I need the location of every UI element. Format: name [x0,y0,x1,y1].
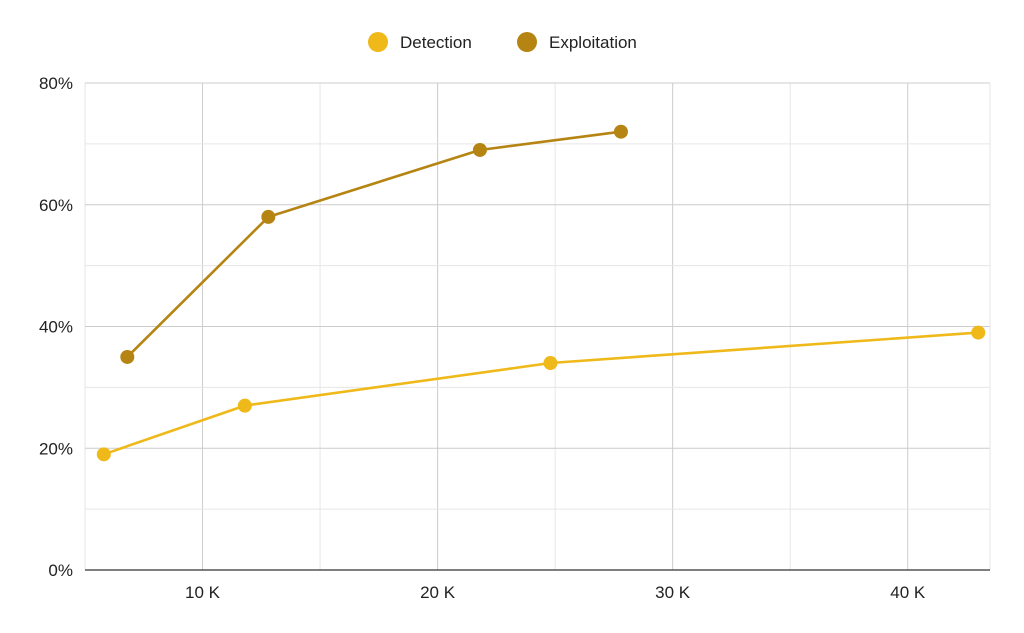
y-tick-label: 60% [39,196,73,215]
legend: Detection Exploitation [368,32,637,52]
tick-labels: 0% 20% 40% 60% 80% 10 K 20 K 30 K 40 K [39,74,926,602]
detection-point [971,325,986,340]
legend-marker-exploitation [517,32,537,52]
legend-label-detection: Detection [400,33,472,52]
legend-marker-detection [368,32,388,52]
legend-label-exploitation: Exploitation [549,33,637,52]
y-tick-label: 40% [39,318,73,337]
x-tick-label: 30 K [655,583,691,602]
grid-lines [84,82,991,570]
y-tick-label: 0% [48,561,73,580]
detection-point [543,356,558,371]
y-tick-label: 20% [39,439,73,458]
series-lines [96,124,986,462]
exploitation-point [261,209,276,224]
exploitation-point [613,124,628,139]
exploitation-line [126,130,622,358]
exploitation-point [472,142,487,157]
y-tick-label: 80% [39,74,73,93]
detection-line [103,331,979,456]
exploitation-point [120,349,135,364]
x-tick-label: 40 K [890,583,926,602]
detection-point [96,447,111,462]
x-tick-label: 10 K [185,583,221,602]
x-tick-label: 20 K [420,583,456,602]
detection-point [237,398,252,413]
